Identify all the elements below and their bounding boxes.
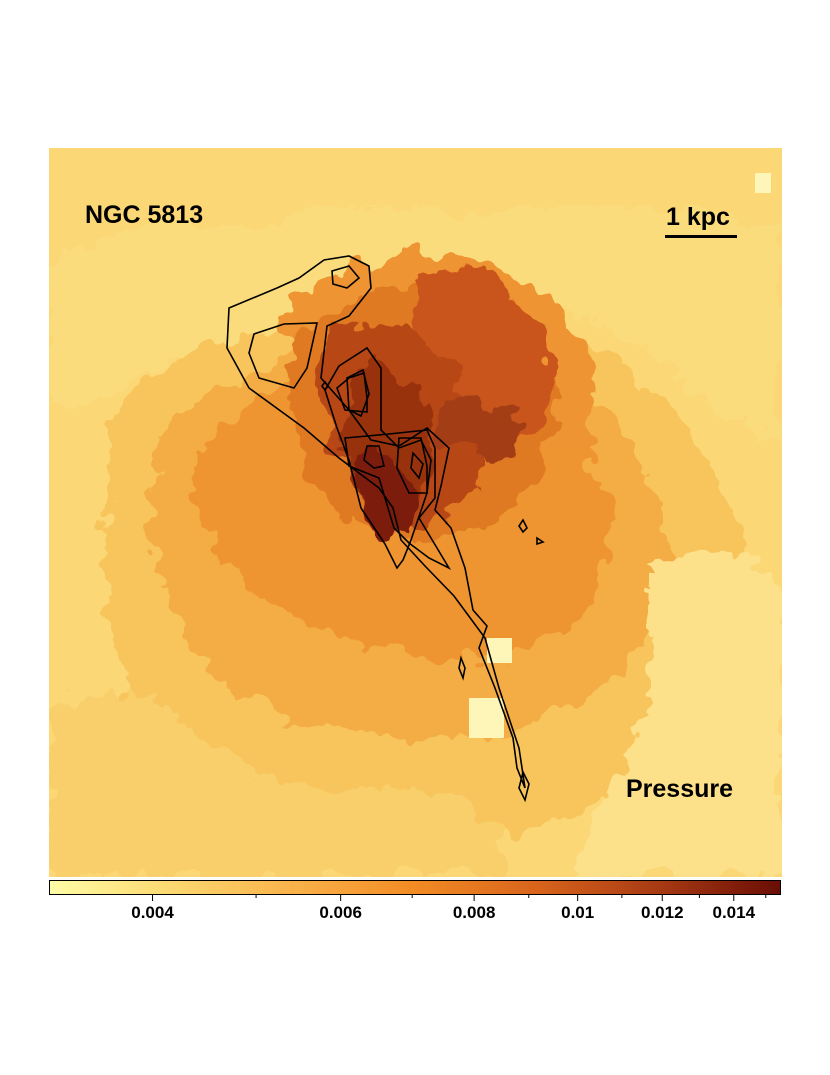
contour-line [363,445,385,469]
pressure-region [49,205,782,448]
scale-bar-label: 1 kpc [666,203,730,231]
pressure-map-image [49,148,782,877]
contour-line [346,368,370,418]
colorbar-tick-label: 0.004 [131,903,174,922]
colorbar-tick-label: 0.01 [561,903,595,922]
contour-line [518,769,530,803]
pressure-region [49,692,509,877]
colorbar-tick-label: 0.014 [712,903,756,922]
colorbar-tick-label: 0.006 [319,903,362,922]
contour-line [248,322,319,389]
pressure-map-panel [49,148,782,877]
quantity-label: Pressure [626,775,734,803]
pressure-region [569,552,782,877]
colorbar-tick-label: 0.012 [640,903,684,922]
bright-pixel-block [755,173,771,193]
scale-bar [665,235,737,238]
contour-line [331,265,361,289]
contour-line [518,518,528,534]
contour-line [536,536,545,546]
contour-line [324,346,432,570]
contour-line [336,371,368,413]
pressure-region [439,395,522,458]
colorbar [49,880,781,895]
colorbar-ticks [152,895,767,901]
bright-pixel-block [469,698,504,738]
contour-line [396,437,428,494]
contour-line [344,429,452,570]
object-name-label: NGC 5813 [85,201,204,229]
contour-line [410,451,424,480]
contour-lines [226,255,545,803]
contour-line [226,255,526,789]
colorbar-tick-label: 0.008 [452,903,496,922]
contour-line [321,380,329,392]
contour-line [458,655,466,681]
